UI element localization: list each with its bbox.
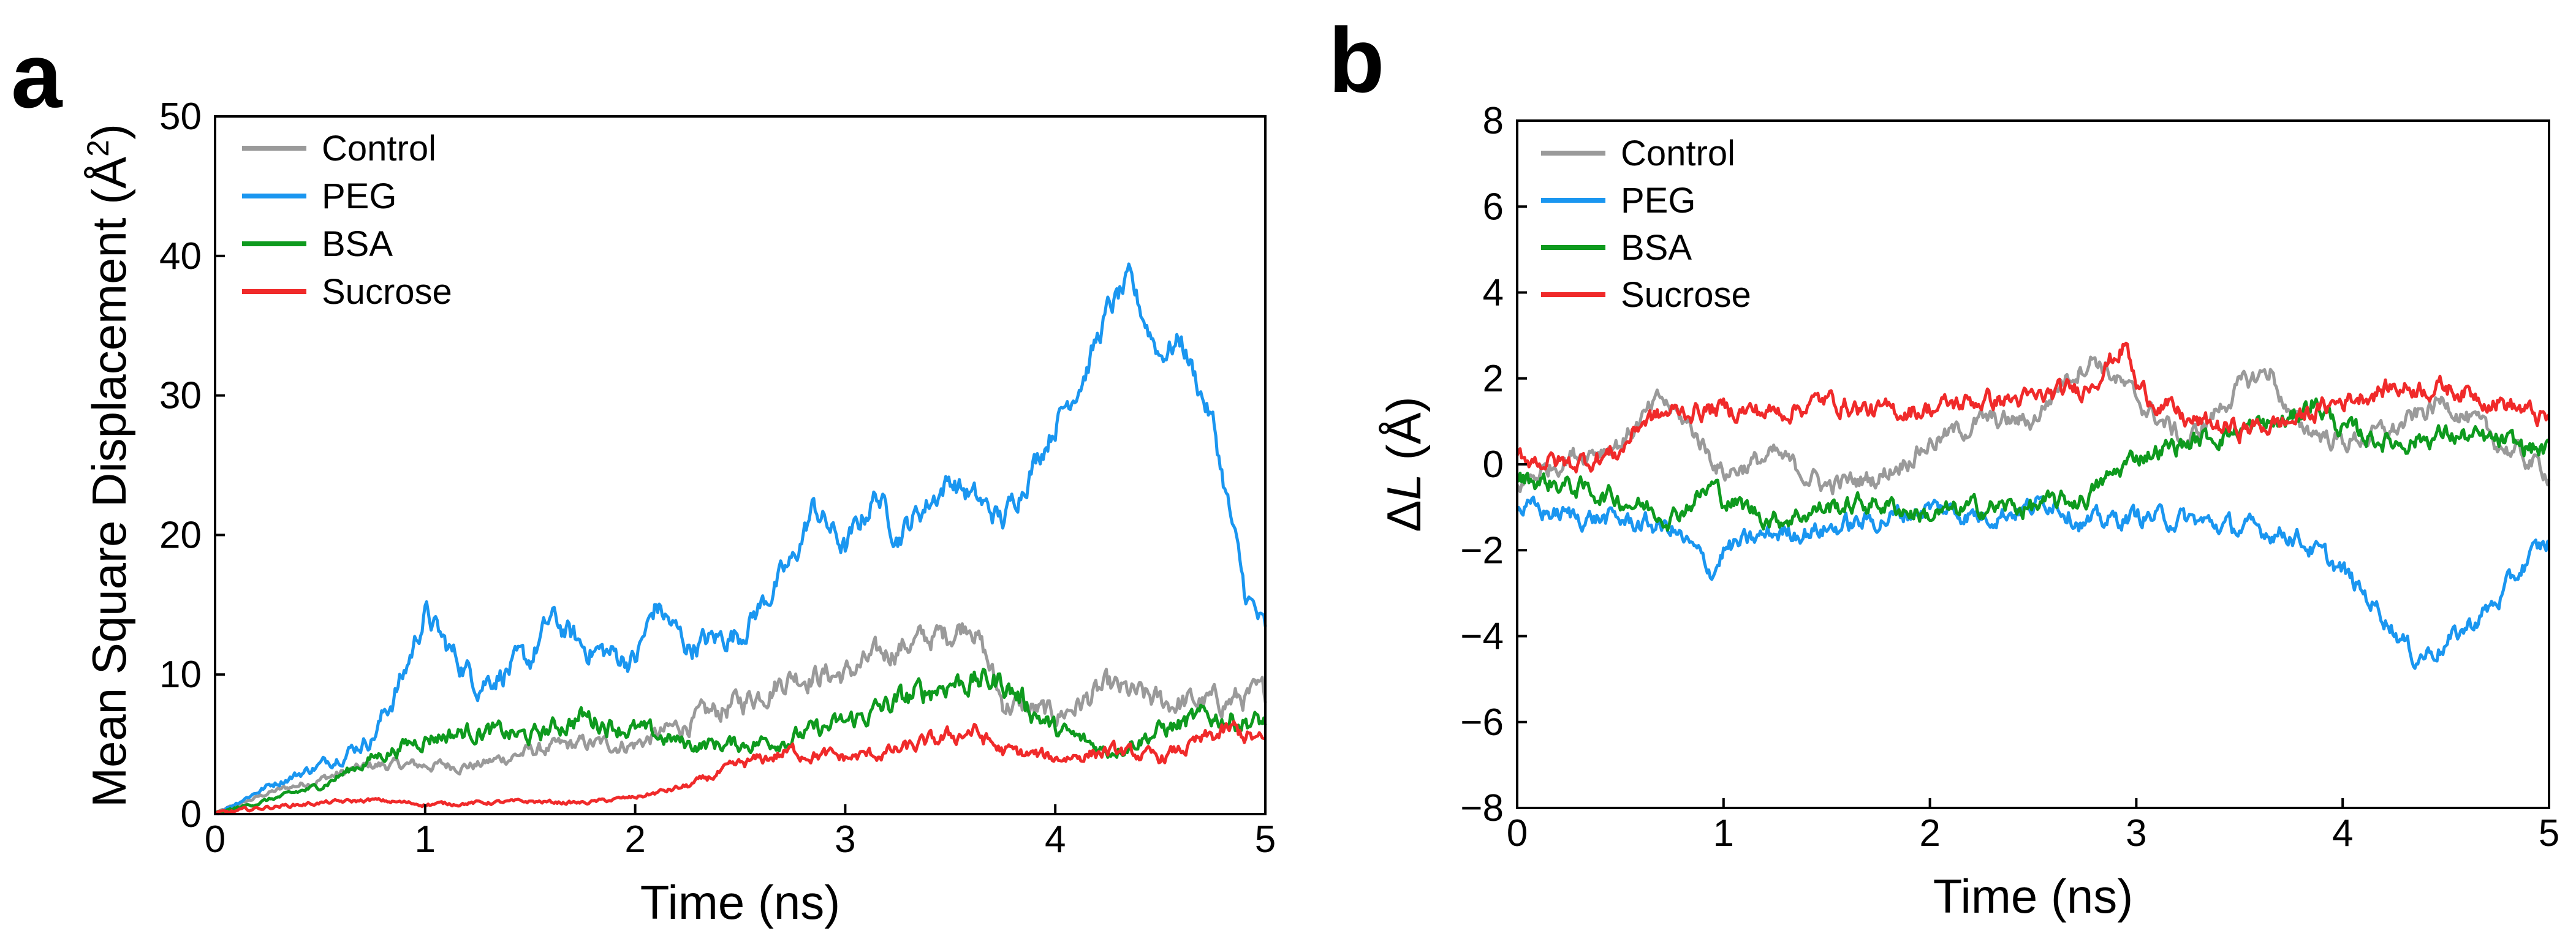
- series-line-sucrose: [214, 720, 1266, 815]
- series-line-control: [1515, 355, 2551, 496]
- y-tick-label: 8: [1483, 100, 1504, 142]
- legend-label-control: Control: [322, 129, 436, 168]
- panel-b-legend: Control PEG BSA Sucrose: [1541, 134, 1751, 315]
- panel-a-ylabel-sup: 2: [81, 140, 115, 157]
- x-tick-label: 4: [1045, 818, 1066, 861]
- y-tick-label: 50: [159, 96, 202, 138]
- panel-b-xlabel: Time (ns): [1933, 869, 2133, 923]
- x-tick-label: 5: [1255, 818, 1276, 861]
- legend-label-bsa: BSA: [322, 224, 393, 264]
- panel-b-series: [1515, 341, 2551, 670]
- y-tick-label: 0: [181, 793, 202, 836]
- panel-a-ylabel-main: Mean Square Displacement (Å: [82, 157, 136, 807]
- y-tick-label: −8: [1460, 787, 1504, 829]
- series-line-sucrose: [1515, 341, 2551, 473]
- y-tick-label: 40: [159, 235, 202, 277]
- y-tick-label: 6: [1483, 186, 1504, 228]
- y-tick-label: −4: [1460, 616, 1504, 658]
- panel-a-legend: Control PEG BSA Sucrose: [242, 129, 452, 312]
- x-tick-label: 2: [1919, 812, 1940, 855]
- legend-label-sucrose: Sucrose: [322, 272, 452, 312]
- y-tick-label: −6: [1460, 701, 1504, 744]
- panel-b-plot-frame: [1516, 119, 2550, 809]
- panel-b-ylabel: ΔL (Å): [1377, 396, 1431, 532]
- panel-a-letter: a: [11, 24, 63, 127]
- panel-a-series: [214, 262, 1267, 816]
- y-tick-label: 4: [1483, 272, 1504, 314]
- series-line-bsa: [1517, 397, 2550, 532]
- y-tick-label: −2: [1460, 529, 1504, 572]
- x-tick-label: 0: [205, 818, 225, 861]
- x-tick-label: 3: [2126, 812, 2146, 855]
- panel-b-letter: b: [1328, 9, 1385, 111]
- y-tick-label: 30: [159, 375, 202, 417]
- legend-label-control: Control: [1621, 134, 1735, 173]
- y-tick-label: 0: [1483, 443, 1504, 486]
- panel-b-ylabel-var: L: [1377, 473, 1431, 500]
- series-line-peg: [214, 262, 1267, 816]
- y-tick-label: 20: [159, 514, 202, 556]
- panel-b-ylabel-pre: Δ: [1377, 500, 1431, 532]
- x-tick-label: 2: [624, 818, 645, 861]
- panel-b-ylabel-post: (Å): [1377, 396, 1431, 473]
- legend-label-peg: PEG: [322, 176, 397, 216]
- legend-label-sucrose: Sucrose: [1621, 275, 1751, 315]
- series-line-control: [214, 622, 1267, 815]
- x-tick-label: 1: [1713, 812, 1734, 855]
- y-tick-label: 2: [1483, 358, 1504, 400]
- x-tick-label: 4: [2332, 812, 2353, 855]
- panel-a-ylabel: Mean Square Displacement (Å2): [81, 124, 136, 807]
- panel-a-plot-frame: [214, 115, 1267, 815]
- panel-a-xlabel: Time (ns): [640, 875, 840, 929]
- panel-b: b 0 1 2 3 4 5 −8 −6 −4 −2 0 2 4 6 8 Time (ns) ΔL (Å) C…: [1328, 9, 2559, 923]
- x-tick-label: 1: [415, 818, 436, 861]
- series-line-peg: [1515, 495, 2550, 670]
- y-tick-label: 10: [159, 654, 202, 696]
- panel-b-ticks: 0 1 2 3 4 5 −8 −6 −4 −2 0 2 4 6 8: [1460, 100, 2559, 855]
- series-line-bsa: [214, 668, 1267, 815]
- legend-label-peg: PEG: [1621, 181, 1696, 221]
- panel-a-ylabel-end: ): [82, 124, 136, 140]
- x-tick-label: 3: [835, 818, 855, 861]
- x-tick-label: 5: [2539, 812, 2559, 855]
- x-tick-label: 0: [1507, 812, 1528, 855]
- legend-label-bsa: BSA: [1621, 228, 1692, 268]
